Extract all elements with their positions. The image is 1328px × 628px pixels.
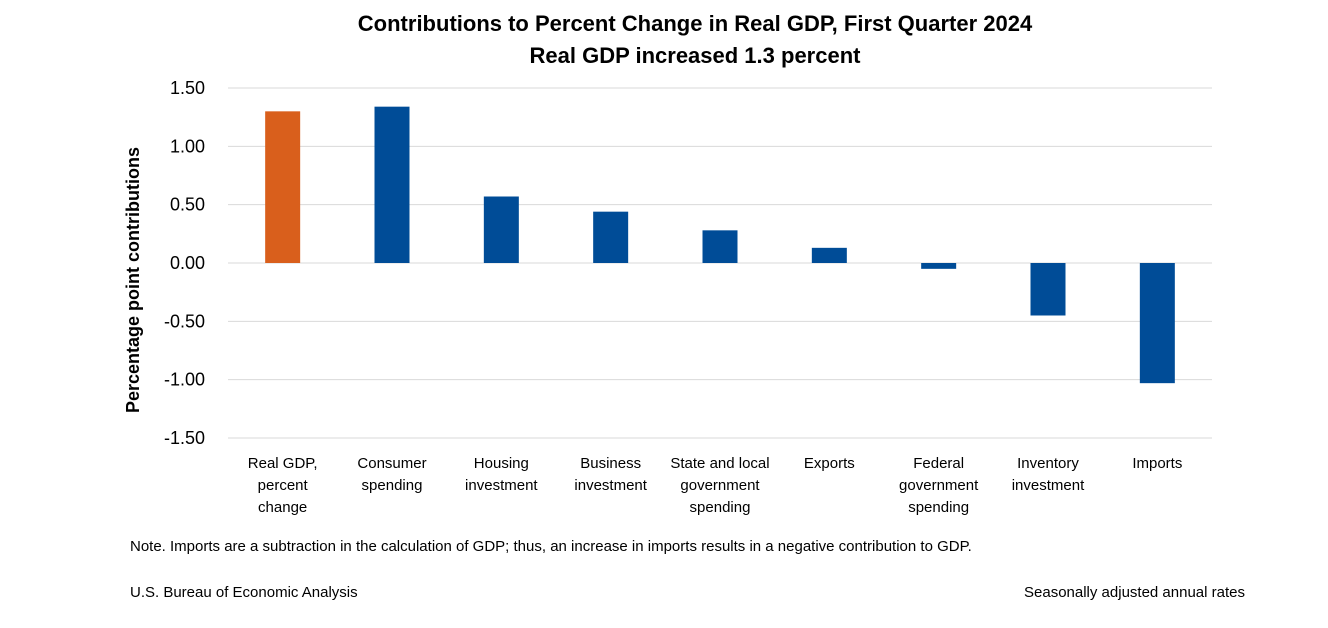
chart-subtitle: Real GDP increased 1.3 percent <box>529 43 861 68</box>
y-axis-title: Percentage point contributions <box>123 147 143 413</box>
y-tick-label: 1.00 <box>170 136 205 156</box>
x-category-label: Exports <box>804 455 855 472</box>
y-axis-ticks: 1.50 1.00 0.50 0.00 -0.50 -1.00 -1.50 <box>164 78 205 448</box>
x-category-label: Housing investment <box>465 455 538 494</box>
chart-note: Note. Imports are a subtraction in the c… <box>130 538 972 555</box>
y-tick-label: 0.00 <box>170 253 205 273</box>
bar <box>1030 263 1066 316</box>
bar <box>265 111 301 263</box>
x-category-label: Inventory investment <box>1012 455 1085 494</box>
y-tick-label: -0.50 <box>164 311 205 331</box>
bar <box>702 230 738 263</box>
y-tick-label: -1.50 <box>164 428 205 448</box>
source-label: U.S. Bureau of Economic Analysis <box>130 584 358 601</box>
x-category-label: Business investment <box>574 455 647 494</box>
bar-chart: 1.50 1.00 0.50 0.00 -0.50 -1.00 -1.50 Real GDP… <box>123 78 1212 516</box>
x-category-label: Federal government spending <box>899 455 979 516</box>
bar <box>1139 263 1175 384</box>
bars <box>265 106 1175 384</box>
bar <box>811 247 847 263</box>
x-category-label: State and local government spending <box>670 455 769 516</box>
bar <box>921 263 957 269</box>
bar <box>483 196 519 263</box>
x-category-label: Real GDP, percent change <box>248 455 318 516</box>
x-axis-categories: Real GDP, percent change Consumer spending Ho… <box>248 455 1183 516</box>
bar <box>593 211 629 263</box>
x-category-label: Consumer spending <box>357 455 426 494</box>
y-tick-label: -1.00 <box>164 370 205 390</box>
y-tick-label: 0.50 <box>170 195 205 215</box>
x-category-label: Imports <box>1132 455 1182 472</box>
bar <box>374 106 410 264</box>
rates-label: Seasonally adjusted annual rates <box>1024 584 1245 601</box>
chart-title: Contributions to Percent Change in Real … <box>357 11 1033 36</box>
y-tick-label: 1.50 <box>170 78 205 98</box>
